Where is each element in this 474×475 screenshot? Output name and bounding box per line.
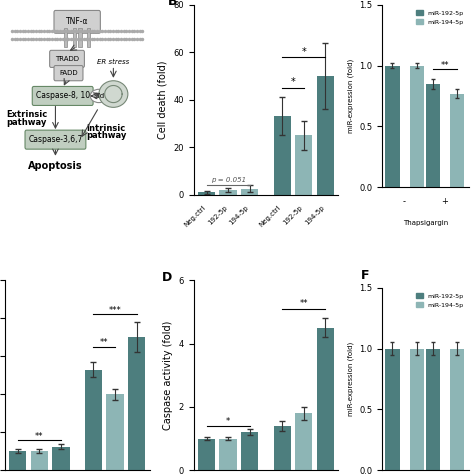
FancyBboxPatch shape (32, 86, 93, 105)
Bar (450, 94, 464, 187)
Text: Extrinsic: Extrinsic (6, 111, 47, 119)
Text: **: ** (100, 338, 109, 347)
Text: F: F (361, 269, 369, 283)
Bar (426, 349, 440, 470)
Text: TRADD: TRADD (55, 56, 79, 62)
Bar (241, 432, 258, 470)
Bar (295, 413, 312, 470)
Bar (31, 451, 48, 470)
Text: TNF-α: TNF-α (66, 18, 89, 26)
Bar (450, 349, 464, 470)
Bar (64, 28, 67, 47)
Ellipse shape (90, 89, 108, 103)
Text: pathway: pathway (86, 132, 127, 140)
FancyBboxPatch shape (50, 50, 84, 67)
Text: Thapsigargin: Thapsigargin (403, 220, 448, 226)
Y-axis label: miR-expression (fold): miR-expression (fold) (347, 342, 354, 416)
Bar (198, 192, 215, 195)
Ellipse shape (99, 81, 128, 107)
Y-axis label: Caspase activity (fold): Caspase activity (fold) (163, 321, 173, 430)
Bar (219, 190, 237, 195)
Bar (87, 28, 91, 47)
Text: *: * (226, 418, 230, 427)
Bar (273, 426, 291, 470)
Text: FADD: FADD (59, 70, 78, 76)
FancyBboxPatch shape (54, 66, 83, 81)
Bar (9, 451, 27, 470)
Legend: miR-192-5p, miR-194-5p: miR-192-5p, miR-194-5p (414, 8, 466, 27)
Text: ***: *** (109, 305, 121, 314)
Text: *: * (301, 47, 306, 57)
Bar (317, 76, 334, 195)
Bar (426, 84, 440, 187)
Bar (273, 116, 291, 195)
Bar (385, 66, 400, 187)
Text: B: B (167, 0, 177, 8)
Text: Intrinsic: Intrinsic (87, 124, 126, 133)
Bar (52, 446, 70, 470)
Bar (219, 438, 237, 470)
Text: ER stress: ER stress (97, 59, 129, 65)
Bar (128, 337, 145, 470)
Bar (78, 28, 82, 47)
Y-axis label: Cell death (fold): Cell death (fold) (158, 60, 168, 139)
Bar (317, 328, 334, 470)
Bar (198, 438, 215, 470)
Text: p = 0.051: p = 0.051 (210, 177, 246, 183)
Y-axis label: miR-expression (fold): miR-expression (fold) (347, 59, 354, 133)
Bar (295, 135, 312, 195)
Bar (106, 394, 124, 470)
Bar (73, 28, 76, 47)
Text: pathway: pathway (6, 118, 46, 127)
Text: **: ** (35, 432, 44, 441)
Text: D: D (162, 271, 172, 284)
Text: Caspase-3,6,7: Caspase-3,6,7 (28, 135, 82, 144)
Text: **: ** (441, 61, 449, 70)
Text: Bid: Bid (93, 93, 104, 99)
FancyBboxPatch shape (54, 10, 100, 33)
Text: **: ** (300, 299, 308, 308)
Bar (241, 189, 258, 195)
Legend: miR-192-5p, miR-194-5p: miR-192-5p, miR-194-5p (414, 291, 466, 310)
Text: Apoptosis: Apoptosis (28, 161, 83, 171)
Text: Caspase-8, 10: Caspase-8, 10 (36, 92, 90, 100)
Bar (410, 66, 424, 187)
Text: *: * (291, 77, 295, 87)
Bar (410, 349, 424, 470)
Bar (385, 349, 400, 470)
FancyBboxPatch shape (25, 130, 86, 149)
Bar (85, 370, 102, 470)
